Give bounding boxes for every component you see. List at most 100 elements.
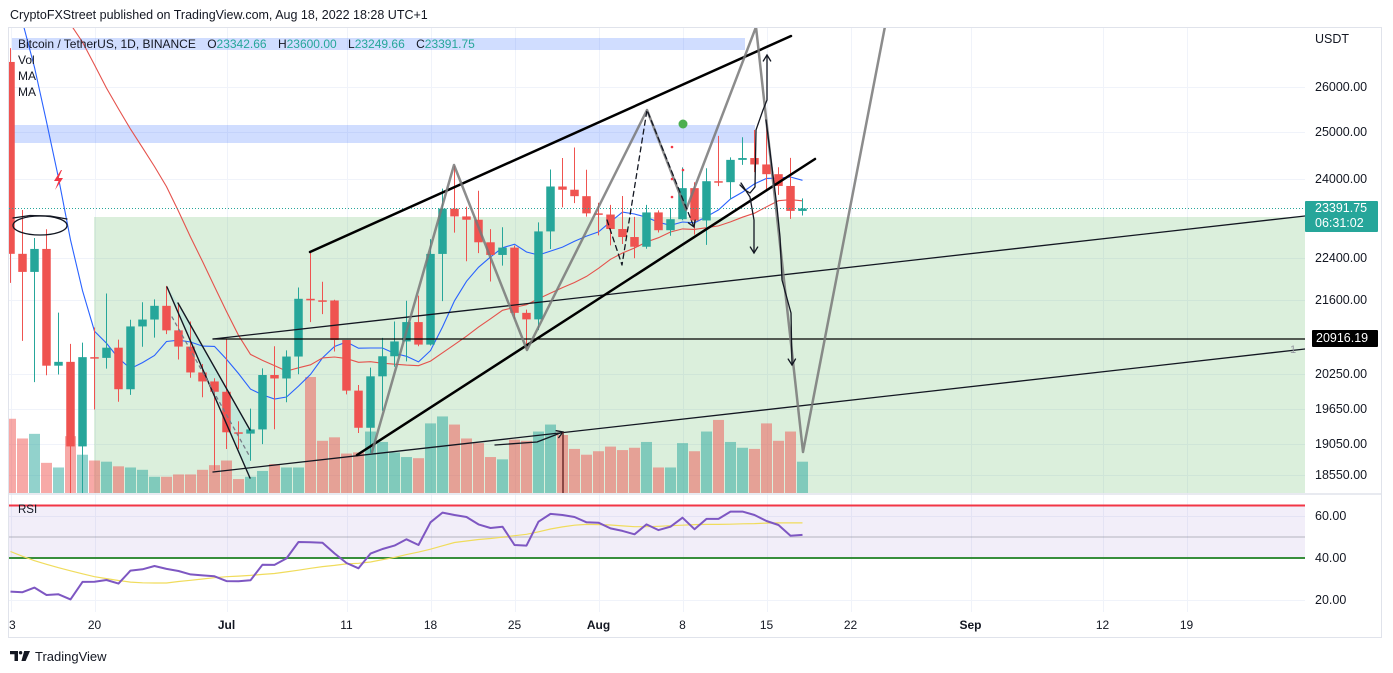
candle — [18, 209, 27, 341]
arrowhead-icon — [762, 53, 772, 62]
candle — [450, 165, 459, 233]
volume-bar — [257, 470, 268, 493]
pivot-marker — [681, 168, 685, 172]
candle-body — [714, 181, 723, 183]
candle — [222, 339, 231, 449]
last-price-value: 23391.75 — [1315, 201, 1368, 215]
candle-body — [702, 181, 711, 221]
candle — [642, 204, 651, 249]
price-axis-unit: USDT — [1315, 32, 1350, 46]
candle-body — [210, 381, 219, 392]
time-axis[interactable]: 3 20 Jul 11 18 25 Aug 8 15 22 Sep 12 19 — [9, 612, 1305, 637]
chart-legend: Bitcoin / TetherUS, 1D, BINANCE O23342.6… — [18, 36, 475, 100]
rsi-axis-tick: 40.00 — [1315, 551, 1347, 565]
candle-body — [438, 208, 447, 254]
rising-wedge-lower — [355, 157, 817, 457]
candle — [606, 204, 615, 246]
ohlc-close-value: 23391.75 — [424, 37, 475, 51]
volume-bar — [17, 438, 28, 493]
candle-body — [354, 390, 363, 428]
price-axis-tick: 25000.00 — [1315, 125, 1368, 140]
volume-bars — [9, 377, 808, 493]
candle — [702, 168, 711, 245]
candlesticks — [9, 48, 807, 493]
time-axis-day-tick: 18 — [423, 618, 438, 632]
pivot-marker — [670, 145, 674, 149]
grid-lines — [9, 28, 1305, 612]
price-axis[interactable]: USDT 26000.00 25000.00 24000.00 22400.00 216… — [1305, 28, 1381, 612]
ohlc-open: O23342.66 — [207, 37, 266, 51]
volume-bar — [101, 461, 112, 493]
candle-body — [114, 347, 123, 390]
candle — [78, 342, 87, 493]
candle-body — [786, 185, 795, 211]
rsi-legend[interactable]: RSI — [18, 504, 38, 516]
candle — [90, 327, 99, 410]
volume-bar — [797, 461, 808, 493]
candle — [390, 321, 399, 367]
ohlc-high-key: H — [277, 37, 287, 51]
volume-bar — [305, 377, 316, 493]
candle — [558, 158, 567, 208]
volume-bar — [221, 460, 232, 493]
volume-bar — [389, 452, 400, 493]
volume-bar — [629, 447, 640, 493]
lightning-icon — [54, 170, 63, 190]
candle — [306, 251, 315, 323]
candle-body — [666, 219, 675, 231]
tradingview-brand[interactable]: TradingView — [10, 648, 107, 664]
symbol-title[interactable]: Bitcoin / TetherUS, 1D, BINANCE — [18, 37, 196, 51]
volume-bar — [377, 441, 388, 493]
volume-bar — [341, 453, 352, 493]
indicator-volume-legend[interactable]: Vol — [18, 53, 35, 67]
candle — [150, 299, 159, 338]
candle — [30, 237, 39, 383]
candle-body — [450, 208, 459, 217]
volume-bar — [617, 450, 628, 493]
symbol-legend-row[interactable]: Bitcoin / TetherUS, 1D, BINANCE O23342.6… — [18, 36, 475, 52]
candle-body — [618, 229, 627, 238]
candle — [366, 367, 375, 453]
time-axis-day-tick: 11 — [340, 618, 353, 632]
volume-bar — [137, 469, 148, 493]
candle-body — [258, 375, 267, 430]
candle-body — [750, 158, 759, 165]
candle-body — [150, 305, 159, 320]
candle — [582, 169, 591, 217]
rsi-pane[interactable] — [9, 504, 1305, 601]
candle — [510, 245, 519, 319]
drawings[interactable]: 1 — [12, 0, 1305, 493]
price-axis-tick: 26000.00 — [1315, 80, 1368, 94]
candle — [9, 48, 15, 283]
candle — [282, 350, 291, 403]
volume-bar — [353, 452, 364, 493]
volume-bar — [485, 457, 496, 493]
candle — [54, 312, 63, 375]
candle-body — [390, 341, 399, 357]
candle-body — [606, 214, 615, 230]
candle — [714, 135, 723, 187]
chart-frame-border — [8, 27, 1382, 638]
candle — [798, 198, 807, 216]
ohlc-low-key: L — [348, 37, 355, 51]
main-price-pane[interactable]: 1 — [5, 0, 1305, 534]
volume-bar — [785, 431, 796, 493]
candle — [738, 137, 747, 165]
candle-body — [582, 196, 591, 214]
candle — [102, 293, 111, 369]
candle — [318, 281, 327, 315]
volume-bar — [365, 431, 376, 493]
candle-body — [9, 61, 15, 254]
bar-countdown: 06:31:02 — [1315, 216, 1364, 230]
volume-bar — [701, 431, 712, 493]
last-price-tag: 23391.75 06:31:02 — [1305, 201, 1378, 232]
candle-body — [630, 237, 639, 247]
indicator-ma-fast-legend[interactable]: MA — [18, 69, 36, 83]
candle-body — [66, 361, 75, 447]
volume-bar — [9, 418, 16, 493]
volume-bar — [401, 457, 412, 493]
time-axis-day-tick: 12 — [1095, 618, 1110, 632]
indicator-ma-slow-legend[interactable]: MA — [18, 85, 36, 99]
time-axis-month-tick: Aug — [586, 618, 611, 632]
